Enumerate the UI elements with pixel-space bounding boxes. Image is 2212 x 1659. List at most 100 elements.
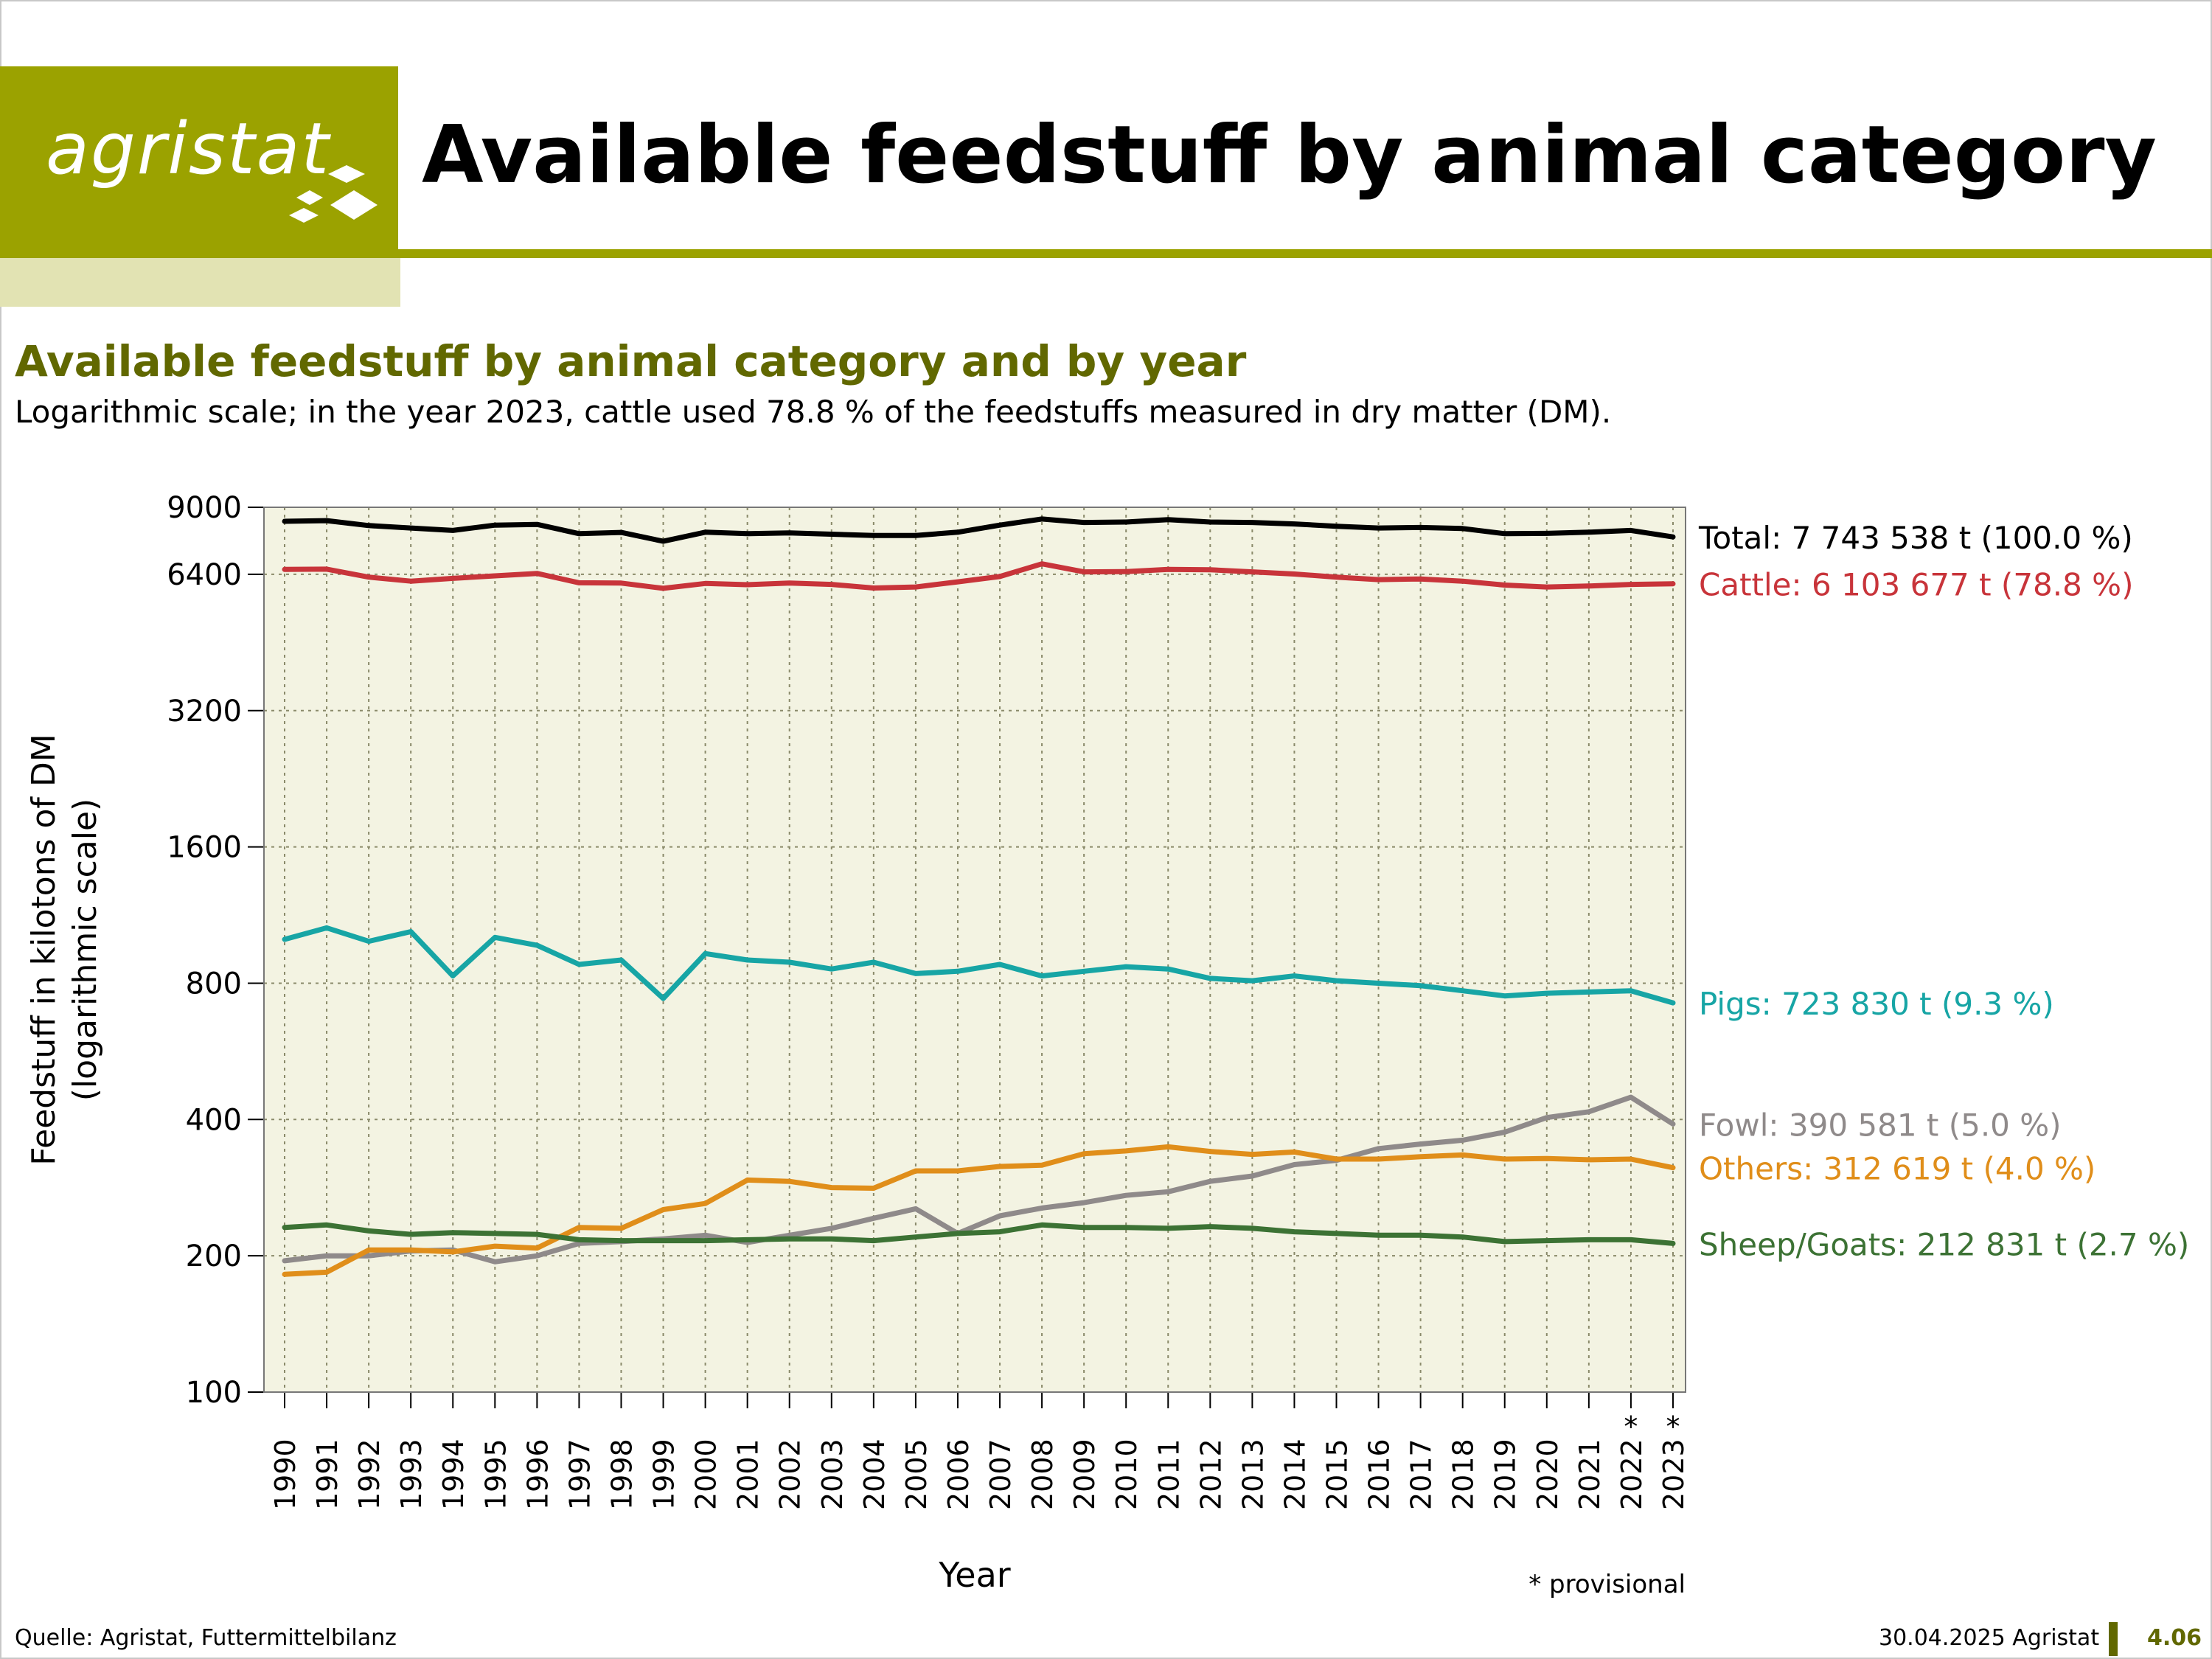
data-point [578,582,580,583]
x-tick-label: 1991 [311,1439,344,1510]
y-tick-label: 6400 [167,558,242,592]
data-point [1251,1175,1253,1177]
data-point [620,582,622,584]
series-label: Fowl: 390 581 t (5.0 %) [1699,1107,2062,1143]
data-point [705,1234,706,1236]
data-point [1336,1158,1337,1160]
data-point [1546,1240,1548,1242]
page-title: Available feedstuff by animal category [422,109,2157,201]
data-point [1125,521,1127,523]
data-point [1209,569,1211,571]
data-point [1630,529,1632,531]
data-point [831,584,832,585]
x-tick-label: 2019 [1489,1439,1522,1510]
data-point [1293,1164,1295,1165]
x-tick-label: 2023 [1658,1439,1690,1510]
footer-source: Quelle: Agristat, Futtermittelbilanz [15,1625,397,1651]
y-tick-label: 400 [186,1103,242,1137]
series-line-sheep-goats [282,1222,1676,1246]
plot-border [263,507,1686,1393]
data-point [873,1188,874,1189]
x-tick-label: 1997 [563,1439,596,1510]
data-point [1420,985,1422,987]
data-point [1378,1158,1380,1160]
data-point [705,582,706,584]
data-point [831,1187,832,1189]
data-point [705,1240,706,1242]
series-label: Pigs: 723 830 t (9.3 %) [1699,986,2054,1022]
data-point [536,945,538,946]
data-point [1420,526,1422,528]
x-tick-label: 2005 [900,1439,933,1510]
x-tick-label: 1995 [479,1439,512,1510]
data-point [1630,1239,1632,1240]
footer-date: 30.04.2025 Agristat [1879,1625,2100,1651]
data-point [1672,1167,1674,1169]
data-point [915,1208,917,1209]
x-tick-label: 2009 [1068,1439,1101,1510]
x-tick-label: 2008 [1026,1439,1059,1510]
data-point [578,1239,580,1240]
x-tick-label: 2004 [858,1439,891,1510]
data-point [1041,1164,1043,1166]
data-point [1125,1194,1127,1196]
data-point [1546,586,1548,588]
x-tick-label: 2012 [1194,1439,1227,1510]
data-point [1083,1153,1085,1155]
data-point [705,1203,706,1204]
x-tick-label: 1998 [605,1439,638,1510]
data-point [1630,1158,1632,1160]
data-point [915,535,917,536]
y-tick-label: 9000 [167,491,242,525]
data-point [1672,1002,1674,1004]
data-point [1420,1156,1422,1158]
data-point [789,582,790,584]
data-point [1209,1226,1211,1228]
data-point [1462,1139,1464,1141]
data-point [1672,536,1674,538]
series-line-cattle [282,561,1676,591]
data-point [873,1217,874,1219]
data-point [1462,528,1464,529]
data-point [1378,982,1380,984]
x-tick-label: 1999 [648,1439,681,1510]
x-tick-label: 1996 [521,1439,554,1510]
series-label: Sheep/Goats: 212 831 t (2.7 %) [1699,1226,2189,1262]
data-point [999,1215,1001,1217]
data-point [1420,1234,1422,1236]
y-tick-label: 200 [186,1239,242,1273]
data-point [1083,1227,1085,1228]
x-tick-label: 2018 [1447,1439,1480,1510]
y-tick-label: 800 [186,967,242,1001]
data-point [1504,1132,1506,1133]
x-tick-label: 2022 [1615,1439,1648,1510]
data-point [999,1166,1001,1167]
y-tick-label: 3200 [167,695,242,728]
x-tick-label: 2013 [1237,1439,1269,1510]
series-label: Cattle: 6 103 677 t (78.8 %) [1699,567,2133,603]
data-point [1378,1234,1380,1236]
y-tick-label: 100 [186,1376,242,1410]
data-point [1588,1239,1590,1240]
chart-subtitle: Available feedstuff by animal category a… [15,336,1247,386]
data-point [578,533,580,535]
provisional-note: * provisional [1528,1570,1686,1599]
x-tick-label: 1994 [437,1439,470,1510]
data-point [915,586,917,588]
data-point [957,1233,959,1234]
data-point [873,535,874,536]
data-point [747,533,748,535]
data-point [663,998,664,999]
header-rule [398,249,2212,258]
series-line-total [282,516,1676,544]
data-point [1125,1227,1127,1228]
data-point [1293,975,1295,977]
data-point [663,1240,664,1242]
data-point [1588,585,1590,587]
data-point [578,1227,580,1228]
data-point [873,961,874,963]
chart-description: Logarithmic scale; in the year 2023, cat… [15,394,1612,430]
footer-divider [2109,1622,2118,1656]
data-point [1167,568,1169,570]
